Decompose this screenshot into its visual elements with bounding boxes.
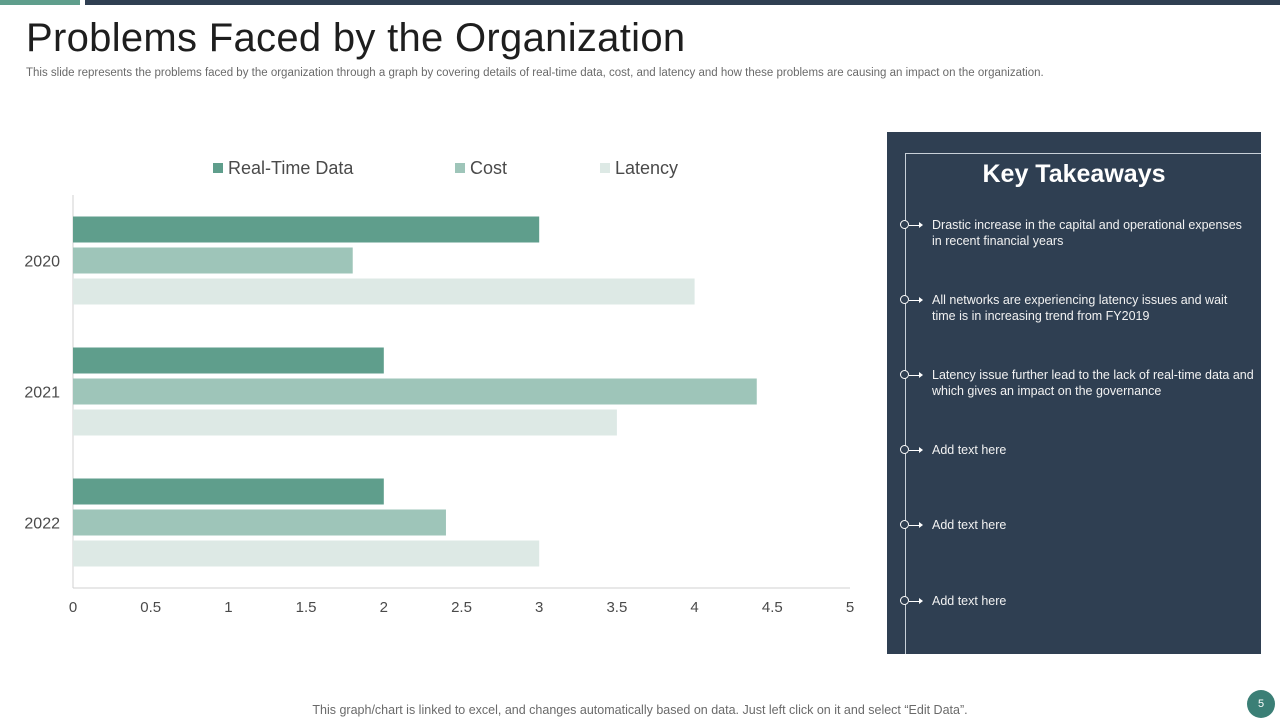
top-bar bbox=[85, 0, 1280, 5]
legend-swatch-real-time-data bbox=[213, 163, 223, 173]
takeaway-text: All networks are experiencing latency is… bbox=[932, 293, 1228, 323]
page-number-badge: 5 bbox=[1247, 690, 1275, 718]
timeline-node-icon bbox=[900, 370, 909, 379]
bar-cost-2020 bbox=[73, 247, 353, 274]
arrow-right-icon bbox=[919, 447, 923, 453]
key-takeaways-title: Key Takeaways bbox=[982, 160, 1166, 188]
arrow-right-icon bbox=[919, 598, 923, 604]
slide-title: Problems Faced by the Organization bbox=[26, 16, 686, 60]
takeaway-text: Add text here bbox=[932, 594, 1007, 608]
x-tick-label: 0 bbox=[69, 599, 77, 616]
top-accent-bar bbox=[0, 0, 80, 5]
x-tick-label: 1 bbox=[224, 599, 232, 616]
connector-line bbox=[909, 225, 921, 226]
legend-label-latency: Latency bbox=[615, 158, 678, 178]
x-tick-label: 0.5 bbox=[140, 599, 161, 616]
bar-real-time-data-2022 bbox=[73, 478, 384, 505]
connector-line bbox=[909, 450, 921, 451]
connector-line bbox=[909, 375, 921, 376]
x-tick-label: 4.5 bbox=[762, 599, 783, 616]
takeaway-item: Drastic increase in the capital and oper… bbox=[887, 218, 1261, 265]
x-tick-label: 2 bbox=[380, 599, 388, 616]
bar-cost-2022 bbox=[73, 509, 446, 536]
legend-label-real-time-data: Real-Time Data bbox=[228, 158, 354, 178]
x-tick-label: 3.5 bbox=[606, 599, 627, 616]
x-tick-label: 3 bbox=[535, 599, 543, 616]
bar-latency-2022 bbox=[73, 540, 540, 567]
y-tick-label: 2022 bbox=[24, 516, 60, 533]
legend-label-cost: Cost bbox=[470, 158, 507, 178]
bar-cost-2021 bbox=[73, 378, 757, 405]
bar-chart[interactable]: 2020 2021 2022 0 0.5 1 1.5 2 2.5 3 3.5 4 4.5 5 Real-Ti… bbox=[0, 130, 870, 630]
connector-line bbox=[909, 525, 921, 526]
x-tick-label: 5 bbox=[846, 599, 854, 616]
timeline-node-icon bbox=[900, 445, 909, 454]
timeline-node-icon bbox=[900, 220, 909, 229]
takeaway-text: Drastic increase in the capital and oper… bbox=[932, 218, 1242, 248]
x-tick-label: 4 bbox=[690, 599, 698, 616]
arrow-right-icon bbox=[919, 522, 923, 528]
slide-subtitle: This slide represents the problems faced… bbox=[26, 67, 1044, 79]
key-takeaways-panel: Key Takeaways Drastic increase in the ca… bbox=[887, 132, 1261, 654]
y-tick-label: 2020 bbox=[24, 254, 60, 271]
timeline-node-icon bbox=[900, 295, 909, 304]
takeaway-item: Add text here bbox=[887, 594, 1261, 641]
takeaway-item: All networks are experiencing latency is… bbox=[887, 293, 1261, 340]
connector-line bbox=[909, 300, 921, 301]
takeaway-item: Add text here bbox=[887, 443, 1261, 490]
takeaway-text: Add text here bbox=[932, 443, 1007, 457]
bar-latency-2020 bbox=[73, 278, 695, 305]
connector-line bbox=[909, 601, 921, 602]
takeaway-text: Add text here bbox=[932, 518, 1007, 532]
timeline-node-icon bbox=[900, 520, 909, 529]
bar-latency-2021 bbox=[73, 409, 617, 436]
takeaway-text: Latency issue further lead to the lack o… bbox=[932, 368, 1254, 398]
bar-real-time-data-2021 bbox=[73, 347, 384, 374]
arrow-right-icon bbox=[919, 222, 923, 228]
y-tick-label: 2021 bbox=[24, 385, 60, 402]
takeaway-item: Latency issue further lead to the lack o… bbox=[887, 368, 1261, 415]
takeaway-item: Add text here bbox=[887, 518, 1261, 565]
arrow-right-icon bbox=[919, 297, 923, 303]
timeline-node-icon bbox=[900, 596, 909, 605]
legend-swatch-latency bbox=[600, 163, 610, 173]
x-tick-label: 2.5 bbox=[451, 599, 472, 616]
footer-note: This graph/chart is linked to excel, and… bbox=[312, 703, 968, 717]
legend-swatch-cost bbox=[455, 163, 465, 173]
panel-frame bbox=[905, 153, 1261, 654]
bar-real-time-data-2020 bbox=[73, 216, 540, 243]
x-tick-label: 1.5 bbox=[296, 599, 317, 616]
arrow-right-icon bbox=[919, 372, 923, 378]
